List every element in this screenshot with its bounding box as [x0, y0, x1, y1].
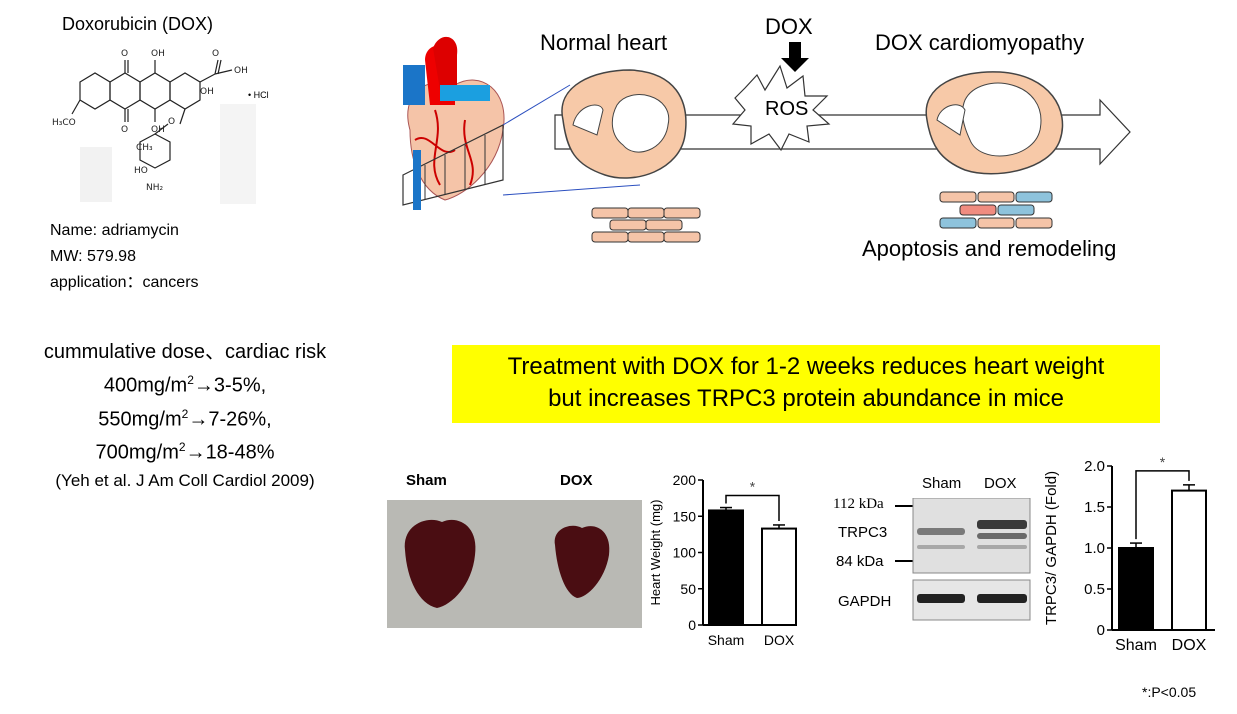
normal-heart-label: Normal heart [540, 30, 668, 55]
normal-myocytes-icon [591, 207, 701, 243]
svg-text:CH₃: CH₃ [136, 143, 153, 153]
y-tick-label: 1.0 [1084, 540, 1105, 557]
gapdh-label: GAPDH [838, 593, 892, 610]
svg-text:O: O [168, 117, 175, 127]
y-tick-label: 0 [1097, 622, 1105, 639]
hcl-label: • HCl [248, 90, 269, 100]
svg-text:O: O [212, 49, 219, 59]
x-category-label: DOX [1172, 637, 1207, 654]
drug-info: Name: adriamycin MW: 579.98 application：… [50, 218, 199, 296]
heart-illustration-icon [402, 36, 505, 210]
bar-dox [1171, 489, 1207, 631]
y-tick-label: 150 [673, 508, 697, 524]
dose-risk-line: 550mg/m2→7-26%, [98, 406, 272, 431]
headline-banner: Treatment with DOX for 1-2 weeks reduces… [452, 345, 1160, 423]
photo-dox-label: DOX [560, 472, 593, 489]
drug-name-line: Name: adriamycin [50, 222, 179, 239]
significance-bracket [1135, 470, 1190, 540]
drug-title: Doxorubicin (DOX) [62, 14, 214, 34]
heart-photo [387, 500, 642, 628]
headline-line-2: but increases TRPC3 protein abundance in… [548, 385, 1064, 412]
drug-mw-line: MW: 579.98 [50, 248, 136, 265]
photo-sham-label: Sham [406, 472, 447, 489]
y-tick-label: 100 [673, 545, 697, 561]
trpc3-label: TRPC3 [838, 524, 888, 541]
significance-bracket [725, 494, 780, 521]
bar-sham [708, 509, 744, 627]
x-category-label: DOX [764, 632, 795, 648]
svg-text:H₃CO: H₃CO [52, 118, 76, 128]
y-tick-label: 0.5 [1084, 581, 1105, 598]
significance-star: * [1160, 454, 1166, 470]
x-category-label: Sham [1115, 637, 1157, 654]
y-tick-label: 50 [680, 581, 696, 597]
heart-weight-chart: Heart Weight (mg) 0 50 100 150 200 Sham DOX * [648, 472, 797, 648]
y-tick-label: 2.0 [1084, 458, 1105, 475]
x-category-label: Sham [708, 632, 745, 648]
svg-text:OH: OH [200, 87, 214, 97]
svg-text:OH: OH [151, 125, 165, 135]
svg-text:NH₂: NH₂ [146, 183, 164, 193]
ros-label: ROS [765, 98, 809, 120]
marker-84-label: 84 kDa [836, 553, 884, 570]
y-tick-label: 0 [688, 617, 696, 633]
blot-dox-label: DOX [984, 475, 1017, 492]
y-tick-label: 1.5 [1084, 499, 1105, 516]
footnote: *:P<0.05 [1142, 684, 1197, 700]
marker-112-label: 112 kDa [833, 496, 884, 512]
citation: (Yeh et al. J Am Coll Cardiol 2009) [55, 470, 315, 490]
dilated-heart-section-icon [925, 71, 1064, 175]
cardiomyopathy-schematic [402, 36, 1131, 243]
ros-burst-icon [731, 64, 831, 152]
drug-application-line: application：cancers [50, 274, 199, 291]
apoptosis-label: Apoptosis and remodeling [862, 236, 1117, 261]
svg-text:OH: OH [151, 49, 165, 59]
dose-risk-heading: cummulative dose、cardiac risk [43, 341, 327, 363]
svg-text:OH: OH [234, 66, 248, 76]
trpc3-gapdh-chart: TRPC3/ GAPDH (Fold) 0 0.5 1.0 1.5 2.0 Sham DOX * [1043, 454, 1215, 654]
y-axis-label: TRPC3/ GAPDH (Fold) [1043, 471, 1060, 625]
dox-cardiomyopathy-label: DOX cardiomyopathy [875, 30, 1085, 55]
bar-dox [761, 527, 797, 626]
dox-label: DOX [765, 14, 813, 39]
western-blot-image [895, 498, 1031, 621]
y-tick-label: 200 [673, 472, 697, 488]
down-arrow-icon [781, 42, 809, 72]
sham-heart-icon [404, 519, 476, 608]
dose-risk-line: 700mg/m2→18-48% [95, 440, 275, 464]
bar-sham [1118, 547, 1154, 631]
svg-text:O: O [121, 49, 128, 59]
dox-heart-icon [554, 525, 610, 598]
y-axis-label: Heart Weight (mg) [648, 500, 663, 606]
normal-heart-section-icon [561, 69, 687, 179]
dose-risk-line: 400mg/m2→3-5%, [103, 373, 267, 397]
significance-star: * [750, 479, 756, 495]
svg-text:O: O [121, 125, 128, 135]
damaged-myocytes-icon [939, 191, 1053, 229]
blot-sham-label: Sham [922, 475, 962, 492]
dose-risk-block: cummulative dose、cardiac risk 400mg/m2→3… [0, 338, 370, 495]
headline-line-1: Treatment with DOX for 1-2 weeks reduces… [507, 353, 1105, 380]
svg-text:HO: HO [134, 166, 148, 176]
